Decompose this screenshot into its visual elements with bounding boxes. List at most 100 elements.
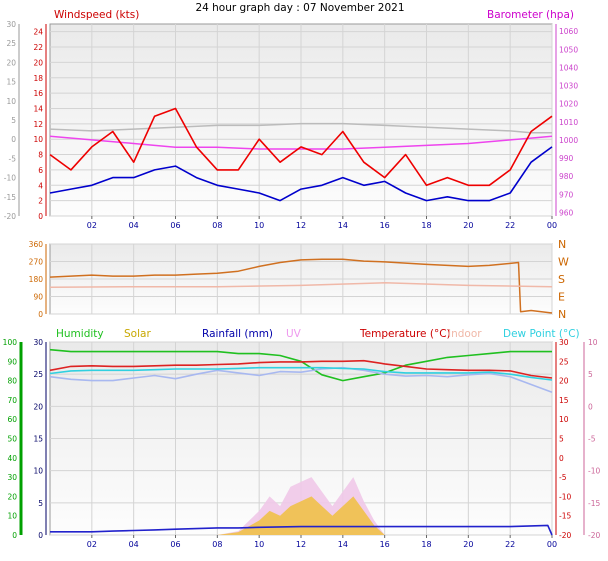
humidity-tick-label: 40 bbox=[7, 454, 17, 463]
humidity-tick-label: 50 bbox=[7, 435, 17, 444]
outer-left-tick-label: 25 bbox=[6, 39, 16, 48]
outer-left-tick-label: -20 bbox=[4, 212, 16, 221]
wind-tick-label: 4 bbox=[38, 181, 43, 190]
wind-tick-label: 22 bbox=[33, 43, 43, 52]
x-tick-label: 16 bbox=[380, 540, 390, 549]
x-tick-label: 22 bbox=[505, 540, 515, 549]
wind-tick-label: 10 bbox=[33, 135, 43, 144]
wind-tick-label: 12 bbox=[33, 120, 43, 129]
wind-average-line bbox=[49, 146, 553, 202]
outer-left-tick-label: 20 bbox=[6, 58, 16, 67]
outer-left-tick-label: -10 bbox=[4, 174, 16, 183]
direction-tick-label: 0 bbox=[38, 310, 43, 319]
wind-tick-label: 14 bbox=[33, 104, 43, 113]
x-tick-label: 12 bbox=[296, 540, 306, 549]
direction-tick-label: 270 bbox=[29, 258, 44, 267]
compass-label: W bbox=[558, 256, 569, 269]
x-tick-label: 10 bbox=[254, 221, 264, 230]
outer-left-tick-label: -15 bbox=[4, 193, 16, 202]
wind-tick-label: 24 bbox=[33, 28, 43, 37]
outer-left-tick-label: 15 bbox=[6, 78, 16, 87]
humidity-tick-label: 80 bbox=[7, 377, 17, 386]
legend-solar: Solar bbox=[124, 328, 151, 340]
x-tick-label: 02 bbox=[87, 221, 97, 230]
wind-tick-label: 18 bbox=[33, 74, 43, 83]
baro-right-axis: 960 970 980 990 1000 1010 1020 1030 1040 1050 1060 bbox=[555, 24, 578, 217]
indoor-line bbox=[49, 282, 553, 289]
humidity-tick-label: 0 bbox=[12, 531, 17, 540]
wind-x-axis: 02 04 06 08 10 12 14 16 18 20 22 00 bbox=[87, 216, 557, 230]
outer-left-tick-label: 5 bbox=[11, 116, 16, 125]
compass-label: N bbox=[558, 308, 566, 321]
baro-tick-label: 1060 bbox=[559, 27, 578, 36]
wind-left-axis: -20-15-10-505101520253002468101214161820… bbox=[4, 20, 47, 221]
outer-left-tick-label: 30 bbox=[6, 20, 16, 29]
wind-baro-series bbox=[49, 107, 553, 202]
climate-axes: 0102030405060708090100051015202530-20-15… bbox=[3, 338, 601, 540]
rain-tick-label: 0 bbox=[38, 531, 43, 540]
x-tick-label: 16 bbox=[380, 221, 390, 230]
humidity-tick-label: 30 bbox=[7, 473, 17, 482]
rain-tick-label: 25 bbox=[33, 370, 43, 379]
climate-panel: 0102030405060708090100051015202530-20-15… bbox=[3, 282, 601, 549]
legend-rainfall: Rainfall (mm) bbox=[202, 328, 273, 340]
legend-humidity: Humidity bbox=[56, 328, 104, 340]
climate-x-axis: 02 04 06 08 10 12 14 16 18 20 22 00 bbox=[87, 535, 557, 549]
temp-tick-label: 10 bbox=[559, 415, 569, 424]
direction-series bbox=[49, 258, 553, 314]
wind-tick-label: 0 bbox=[38, 212, 43, 221]
climate-legend: Humidity Solar Rainfall (mm) UV Temperat… bbox=[56, 328, 580, 340]
windspeed-line bbox=[49, 107, 553, 187]
outer-temp-tick-label: 10 bbox=[588, 338, 598, 347]
x-tick-label: 12 bbox=[296, 221, 306, 230]
baro-tick-label: 970 bbox=[559, 190, 574, 199]
solar-area bbox=[217, 496, 385, 535]
humidity-tick-label: 70 bbox=[7, 396, 17, 405]
direction-gridlines bbox=[50, 243, 553, 315]
dewpoint-line bbox=[49, 366, 553, 381]
x-tick-label: 08 bbox=[212, 540, 222, 549]
outer-temp-tick-label: 5 bbox=[588, 370, 593, 379]
wind-direction-line bbox=[49, 258, 553, 314]
x-tick-label: 04 bbox=[129, 221, 139, 230]
baro-tick-label: 960 bbox=[559, 208, 574, 217]
humidity-tick-label: 90 bbox=[7, 357, 17, 366]
humidity-tick-label: 10 bbox=[7, 512, 17, 521]
direction-tick-label: 360 bbox=[29, 240, 44, 249]
temp-tick-label: 15 bbox=[559, 396, 569, 405]
compass-label: S bbox=[558, 273, 565, 286]
baro-tick-label: 1030 bbox=[559, 82, 578, 91]
x-tick-label: 02 bbox=[87, 540, 97, 549]
baro-tick-label: 1010 bbox=[559, 118, 578, 127]
direction-left-axis: 0 90 180 270 360 bbox=[29, 240, 47, 319]
temp-tick-label: 0 bbox=[559, 454, 564, 463]
wind-tick-label: 8 bbox=[38, 151, 43, 160]
barometer-label: Barometer (hpa) bbox=[487, 9, 574, 21]
baro-tick-label: 1050 bbox=[559, 45, 578, 54]
humidity-tick-label: 60 bbox=[7, 415, 17, 424]
outer-left-tick-label: -5 bbox=[9, 154, 17, 163]
wind-tick-label: 6 bbox=[38, 166, 43, 175]
rainfall-line bbox=[50, 524, 553, 536]
wind-tick-label: 20 bbox=[33, 58, 43, 67]
temp-tick-label: -10 bbox=[559, 492, 571, 501]
outer-temp-tick-label: -10 bbox=[588, 467, 600, 476]
legend-temperature: Temperature (°C) bbox=[359, 328, 451, 340]
humidity-tick-label: 100 bbox=[3, 338, 18, 347]
outer-left-tick-label: 0 bbox=[11, 135, 16, 144]
climate-series bbox=[49, 282, 553, 536]
wind-tick-label: 2 bbox=[38, 197, 43, 206]
x-tick-label: 18 bbox=[421, 221, 431, 230]
baro-tick-label: 990 bbox=[559, 154, 574, 163]
x-tick-label: 20 bbox=[463, 221, 473, 230]
temp-tick-label: 25 bbox=[559, 357, 569, 366]
x-tick-label: 06 bbox=[170, 540, 180, 549]
temp-tick-label: 30 bbox=[559, 338, 569, 347]
legend-dewpoint: Dew Point (°C) bbox=[503, 328, 580, 340]
rain-tick-label: 10 bbox=[33, 467, 43, 476]
baro-tick-label: 980 bbox=[559, 172, 574, 181]
temp-tick-label: 5 bbox=[559, 435, 564, 444]
